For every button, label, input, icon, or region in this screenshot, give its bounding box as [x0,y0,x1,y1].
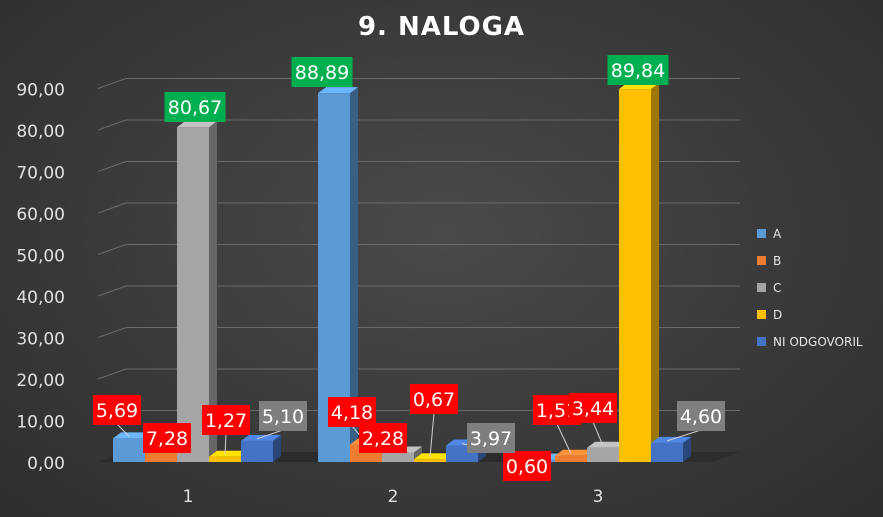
legend-item: NI ODGOVORIL [757,328,863,355]
data-label-box [259,401,307,431]
x-axis: 1 2 3 [183,487,604,507]
data-label: 5,69 [96,400,138,422]
bar-top [587,441,627,448]
data-label-box [291,57,353,87]
bar-top [209,450,249,457]
data-label: 7,28 [146,428,188,450]
legend-item: B [757,247,863,274]
bar-side [273,434,281,462]
label-leader-line [429,412,435,458]
gridline-diagonal [97,244,127,255]
label-leader-line [224,433,227,455]
bar [619,89,651,462]
y-tick-label: 60,00 [16,205,65,225]
data-label: 3,97 [470,428,512,450]
legend-label: D [773,307,783,322]
data-label: 1,51 [536,400,578,422]
y-tick-label: 90,00 [16,81,65,101]
bar [587,447,619,462]
y-tick-label: 20,00 [16,371,65,391]
data-label: 88,89 [295,62,349,84]
y-tick-label: 70,00 [16,164,65,184]
gridline-diagonal [97,78,127,89]
bar-top [414,453,454,460]
y-tick-label: 40,00 [16,288,65,308]
data-label-box [359,423,407,453]
legend-swatch [757,283,766,292]
y-tick-label: 10,00 [16,413,65,433]
gridline-diagonal [97,161,127,172]
legend-label: NI ODGOVORIL [773,334,863,349]
data-label-box [202,405,250,435]
y-tick-label: 30,00 [16,330,65,350]
bar [382,452,414,462]
data-label-box [164,92,226,122]
x-tick-label: 2 [388,487,399,507]
bar-top [318,87,358,94]
label-leader-line [592,421,604,446]
data-label-box [467,423,515,453]
data-label: 89,84 [611,60,665,82]
legend-swatch [757,229,766,238]
data-label-box [503,451,551,481]
y-tick-label: 80,00 [16,122,65,142]
legend-label: C [773,280,782,295]
data-label: 5,10 [262,406,304,428]
gridline-diagonal [97,368,127,380]
y-tick-label: 0,00 [27,454,65,474]
legend-swatch [757,310,766,319]
data-label: 1,27 [205,410,247,432]
chart-title: 9. NALOGA [357,12,526,42]
bar [555,455,587,462]
bar [241,440,273,462]
data-label: 2,28 [362,428,404,450]
data-label-box [93,395,141,425]
label-leader-line [256,429,284,440]
bar [113,438,145,462]
gridline-diagonal [97,119,127,131]
legend-label: A [773,226,782,241]
gridline-diagonal [97,327,127,338]
x-tick-label: 3 [593,487,604,507]
bar-side [350,87,358,462]
gridline-diagonal [97,202,127,214]
gridline-diagonal [97,285,127,297]
y-tick-label: 50,00 [16,247,65,267]
data-label: 80,67 [168,97,222,119]
data-label-box [328,397,376,427]
bar-top [177,121,217,128]
data-label: 4,18 [331,402,373,424]
bar-side [683,436,691,462]
bar-side [651,83,659,462]
data-label-box [410,384,458,414]
bar [651,442,683,462]
y-axis: 0,00 10,00 20,00 30,00 40,00 50,00 60,00 70,00 8… [16,81,65,475]
label-leader-line [556,423,572,454]
data-label-box [607,55,669,85]
legend-swatch [757,337,766,346]
data-label: 0,67 [413,389,455,411]
legend-label: B [773,253,782,268]
data-label-box [677,401,725,431]
bar [414,459,446,462]
bar-side [209,121,217,463]
legend-swatch [757,256,766,265]
data-labels: 5,69 88,89 0,60 7,28 4,18 1,51 80,67 2,28 3,44 1,… [93,55,725,481]
bar-top [555,449,595,456]
label-leader-line [666,429,702,442]
legend-item: D [757,301,863,328]
data-label: 3,44 [572,398,614,420]
label-leader-line [116,423,130,437]
bar [209,456,241,462]
legend-item: C [757,274,863,301]
data-label-box [569,393,617,423]
data-label: 4,60 [680,406,722,428]
x-tick-label: 1 [183,487,194,507]
legend: A B C D NI ODGOVORIL [757,220,863,355]
legend-item: A [757,220,863,247]
data-label: 0,60 [506,456,548,478]
data-label-box [143,423,191,453]
